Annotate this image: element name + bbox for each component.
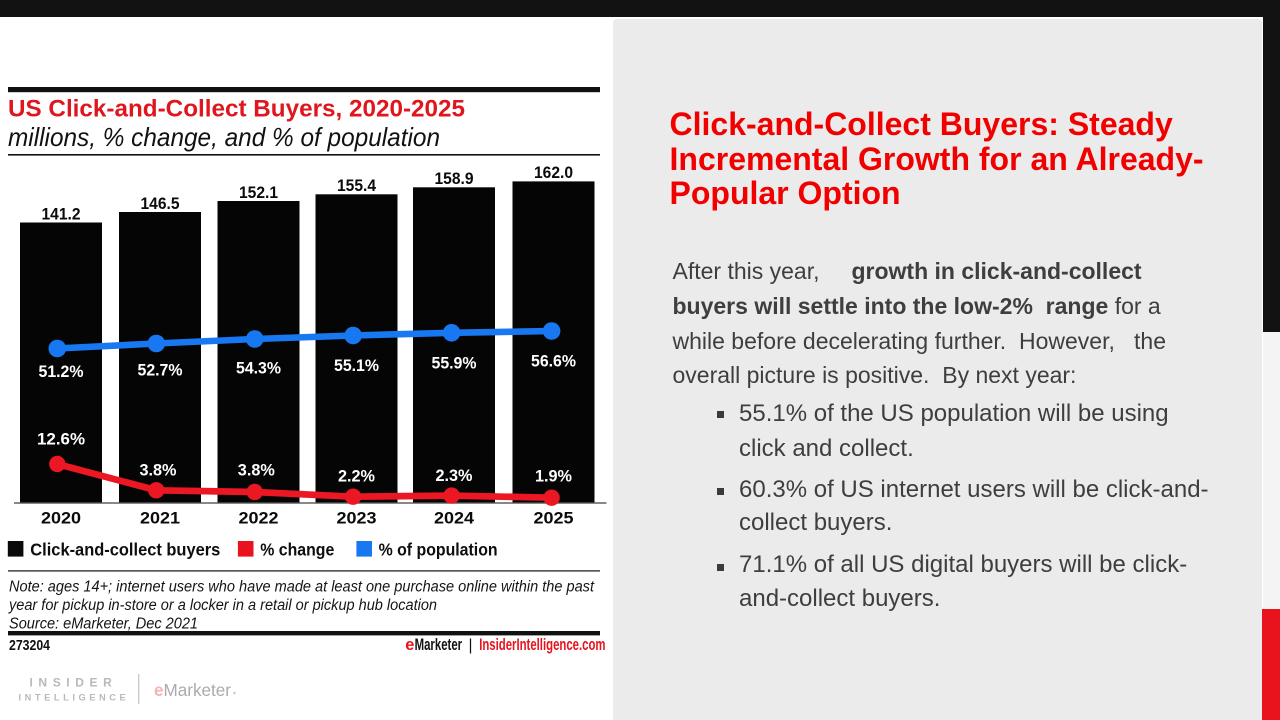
svg-text:141.2: 141.2 xyxy=(42,205,81,223)
svg-text:162.0: 162.0 xyxy=(534,164,573,182)
svg-text:2.2%: 2.2% xyxy=(338,468,376,486)
svg-text:Marketer: Marketer xyxy=(415,636,463,654)
svg-text:Click-and-collect buyers: Click-and-collect buyers xyxy=(30,540,220,560)
svg-text:3.8%: 3.8% xyxy=(140,461,178,479)
svg-text:% change: % change xyxy=(260,540,334,560)
svg-text:54.3%: 54.3% xyxy=(236,360,282,378)
svg-text:millions, % change, and % of p: millions, % change, and % of population xyxy=(8,122,440,152)
svg-text:51.2%: 51.2% xyxy=(39,363,85,381)
svg-text:1.9%: 1.9% xyxy=(535,468,573,486)
svg-text:158.9: 158.9 xyxy=(435,170,474,188)
svg-text:52.7%: 52.7% xyxy=(138,362,184,380)
svg-text:152.1: 152.1 xyxy=(239,184,278,202)
svg-text:Note: ages 14+; internet users: Note: ages 14+; internet users who have … xyxy=(9,579,595,596)
svg-text:INTELLIGENCE: INTELLIGENCE xyxy=(19,693,130,703)
svg-text:56.6%: 56.6% xyxy=(531,353,577,371)
svg-text:Source: eMarketer, Dec 2021: Source: eMarketer, Dec 2021 xyxy=(9,615,198,632)
svg-text:2025: 2025 xyxy=(534,508,574,527)
svg-text:|: | xyxy=(469,637,473,654)
svg-text:273204: 273204 xyxy=(9,637,50,654)
svg-text:55.1%: 55.1% xyxy=(334,357,380,375)
svg-text:146.5: 146.5 xyxy=(141,195,180,213)
svg-text:eMarketer: eMarketer xyxy=(154,680,231,700)
svg-text:2024: 2024 xyxy=(434,508,475,527)
svg-text:INSIDER: INSIDER xyxy=(30,676,118,690)
svg-text:e: e xyxy=(405,636,414,654)
svg-text:2021: 2021 xyxy=(140,508,180,527)
svg-text:2.3%: 2.3% xyxy=(436,467,474,485)
svg-text:InsiderIntelligence.com: InsiderIntelligence.com xyxy=(479,636,605,654)
svg-text:2023: 2023 xyxy=(337,508,377,527)
svg-text:US Click-and-Collect Buyers, 2: US Click-and-Collect Buyers, 2020-2025 xyxy=(8,97,465,123)
svg-text:3.8%: 3.8% xyxy=(238,461,276,479)
svg-text:2022: 2022 xyxy=(239,508,279,527)
svg-text:2020: 2020 xyxy=(41,508,81,527)
svg-text:% of population: % of population xyxy=(379,540,498,560)
svg-text:12.6%: 12.6% xyxy=(37,431,86,449)
svg-text:55.9%: 55.9% xyxy=(432,355,478,373)
svg-text:year for pickup in-store or a: year for pickup in-store or a locker in … xyxy=(8,597,437,614)
svg-text:155.4: 155.4 xyxy=(337,177,376,195)
